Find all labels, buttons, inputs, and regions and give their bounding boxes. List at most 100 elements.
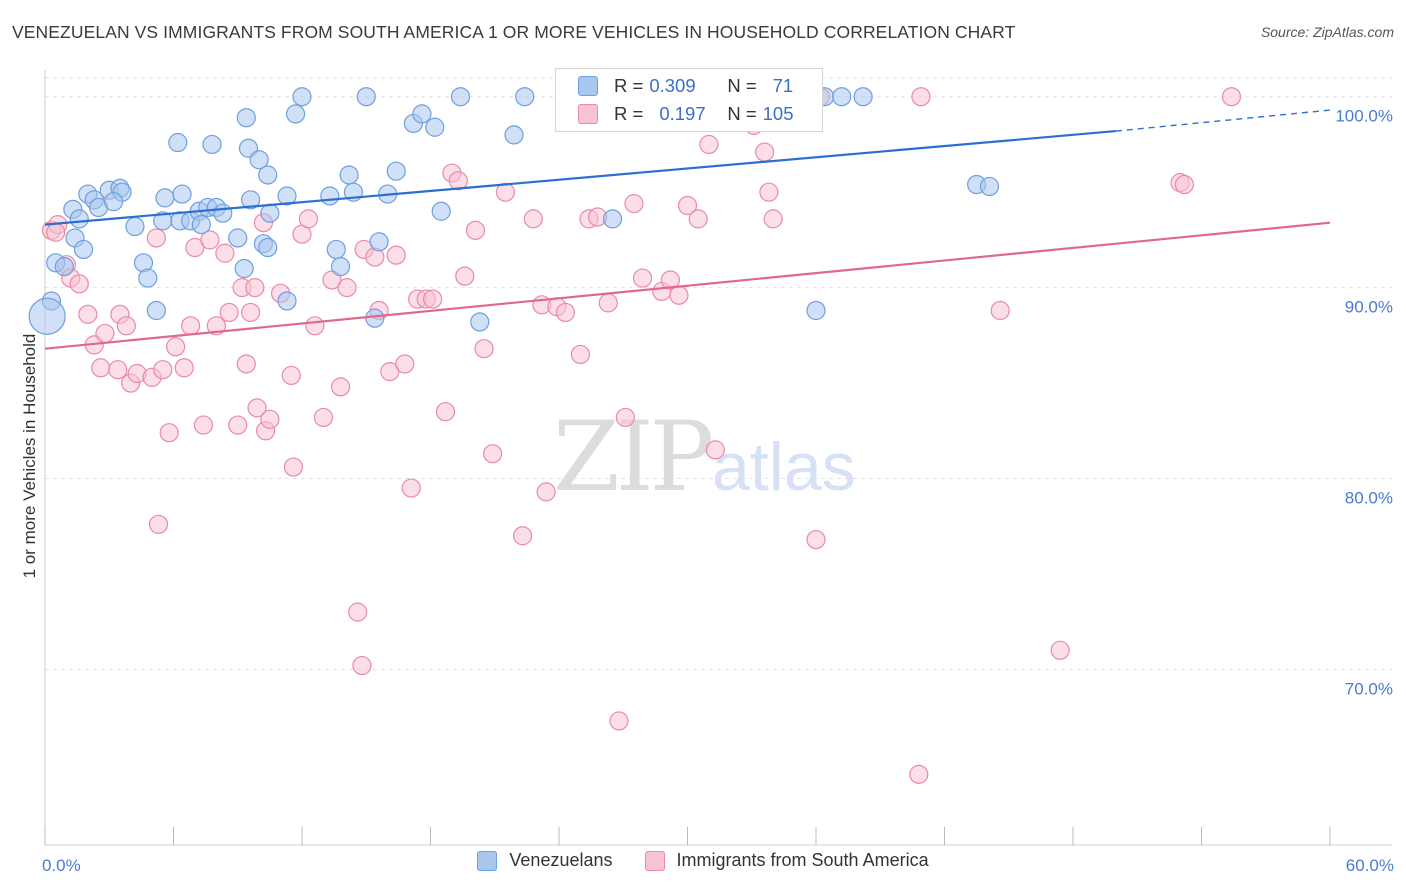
r-label: R = [614,75,644,96]
immigrants-point [570,344,591,365]
immigrants-point [465,220,486,240]
immigrants-point [159,423,179,443]
immigrants-point [990,300,1010,321]
watermark-atlas: atlas [712,429,856,505]
chart-title: VENEZUELAN VS IMMIGRANTS FROM SOUTH AMER… [12,22,1016,42]
immigrants-point [78,304,98,324]
immigrants-point [281,365,301,386]
immigrants-point [677,195,698,216]
venezuelans-point [979,176,1000,197]
venezuelans-point [326,239,346,260]
venezuelans-point [103,192,124,212]
immigrants-point [146,228,166,248]
immigrants-point [193,415,214,435]
venezuelans-point [73,239,94,260]
venezuelans-point [277,186,297,206]
legend-row-immigrants: R = 0.197 N = 105 [578,101,794,127]
r-label: R = [614,103,644,124]
r-value: 0.197 [659,103,706,124]
source-credit: Source: ZipAtlas.com [1260,24,1394,40]
immigrants-point [909,764,929,784]
venezuelans-point [258,237,278,258]
n-label: N = [727,103,757,124]
y-tick-label: 90.0% [1345,298,1393,317]
immigrants-point [555,302,576,323]
immigrants-point [313,407,334,428]
venezuelans-point [241,190,261,210]
immigrants-point [754,142,775,162]
immigrants-point [116,316,136,336]
series-legend: Venezuelans Immigrants from South Americ… [0,850,1406,871]
venezuelans-point [431,201,451,221]
immigrants-point [474,339,494,359]
immigrants-point [174,358,194,378]
n-value: 71 [772,75,794,96]
venezuelans-point [412,104,432,124]
immigrants-point [206,316,226,336]
venezuelans-point [228,228,248,248]
immigrants-point [435,402,456,422]
immigrants-point [330,377,351,397]
immigrants-trend-line [44,221,1331,350]
venezuelans-point [602,209,623,229]
y-tick-label: 100.0% [1335,107,1393,126]
venezuelans-point [172,184,192,204]
stats-legend: R = 0.309 N = 71 R = 0.197 N = 105 [555,68,823,132]
immigrants-point [598,293,618,313]
venezuelans-point [146,300,166,321]
immigrants-point [401,478,421,498]
immigrants-point [260,409,280,429]
venezuelans-point [470,312,490,332]
venezuelans-point [125,216,145,237]
immigrants-point [523,209,543,229]
trend-lines [44,109,1331,350]
immigrants-point [423,289,443,309]
immigrants-point [759,182,779,202]
immigrants-point [536,482,556,502]
venezuelans-point [292,87,312,107]
immigrants-point [241,302,261,323]
venezuelans-point [236,108,256,128]
n-value: 105 [762,103,794,124]
immigrants-point [352,655,372,676]
immigrants-point [483,444,503,464]
venezuelans-point [504,125,524,145]
venezuelans-point [356,87,376,107]
immigrants-point [247,398,267,418]
venezuelans-trend-extension [1115,109,1331,132]
venezuelans-point [277,291,297,311]
immigrants-point [215,243,235,263]
venezuelans-point [365,308,385,328]
immigrants-point [219,302,239,323]
venezuelans-point [213,203,233,223]
immigrants-point [699,134,719,155]
immigrants-point [806,529,826,550]
immigrants-point [305,316,325,336]
immigrants-point [166,337,186,357]
immigrants-point [337,278,357,298]
legend-item-venezuelans[interactable]: Venezuelans [477,850,613,871]
venezuelans-point [320,186,340,206]
venezuelans-point [234,258,254,279]
legend-swatch-blue [477,850,498,871]
immigrants-point [448,171,468,191]
venezuelans-point [330,257,351,277]
venezuelans-point [260,203,280,223]
venezuelans-point [168,132,188,153]
immigrants-point [236,354,256,374]
venezuelans-point [258,165,278,185]
venezuelans-point [285,104,306,124]
immigrants-points [41,87,1242,784]
venezuelans-trend-line [44,129,1116,226]
immigrants-point [95,323,115,344]
immigrants-point [228,415,248,435]
venezuelans-point [515,87,535,107]
immigrants-point [283,457,304,477]
venezuelans-point [339,165,359,185]
immigrants-point [148,514,169,534]
legend-swatch-pink [578,104,598,124]
immigrants-point [609,711,629,731]
legend-item-immigrants[interactable]: Immigrants from South America [644,850,929,871]
legend-label-venezuelans: Venezuelans [509,850,613,870]
